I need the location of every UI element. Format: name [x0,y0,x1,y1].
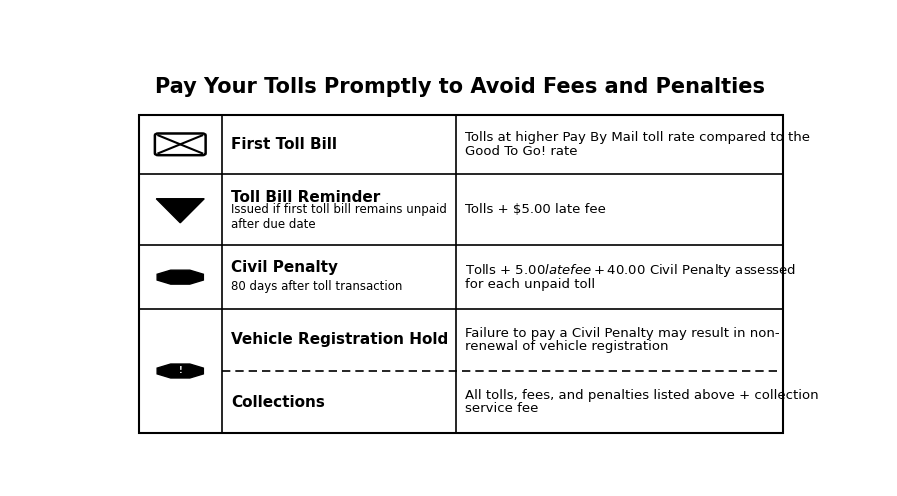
Text: !: ! [179,366,182,375]
Polygon shape [157,270,204,284]
Text: Issued if first toll bill remains unpaid
after due date: Issued if first toll bill remains unpaid… [231,203,447,231]
Text: Toll Bill Reminder: Toll Bill Reminder [231,190,380,205]
Text: Tolls + $5.00 late fee: Tolls + $5.00 late fee [466,203,606,216]
Text: Failure to pay a Civil Penalty may result in non-: Failure to pay a Civil Penalty may resul… [466,326,779,340]
Polygon shape [157,364,204,378]
Text: First Toll Bill: First Toll Bill [231,137,337,152]
Text: All tolls, fees, and penalties listed above + collection: All tolls, fees, and penalties listed ab… [466,389,819,402]
Text: 80 days after toll transaction: 80 days after toll transaction [231,280,403,293]
Text: Collections: Collections [231,394,325,410]
Text: Good To Go! rate: Good To Go! rate [466,145,578,158]
Text: service fee: service fee [466,402,539,415]
Text: Pay Your Tolls Promptly to Avoid Fees and Penalties: Pay Your Tolls Promptly to Avoid Fees an… [154,77,765,97]
Text: for each unpaid toll: for each unpaid toll [466,278,596,291]
Polygon shape [156,199,205,223]
Bar [138,115,783,433]
Text: renewal of vehicle registration: renewal of vehicle registration [466,340,669,353]
Text: Tolls at higher Pay By Mail toll rate compared to the: Tolls at higher Pay By Mail toll rate co… [466,131,810,144]
Text: Vehicle Registration Hold: Vehicle Registration Hold [231,332,448,348]
Text: Tolls + $5.00 late fee + $40.00 Civil Penalty assessed: Tolls + $5.00 late fee + $40.00 Civil Pe… [466,262,797,279]
Text: Civil Penalty: Civil Penalty [231,260,338,275]
